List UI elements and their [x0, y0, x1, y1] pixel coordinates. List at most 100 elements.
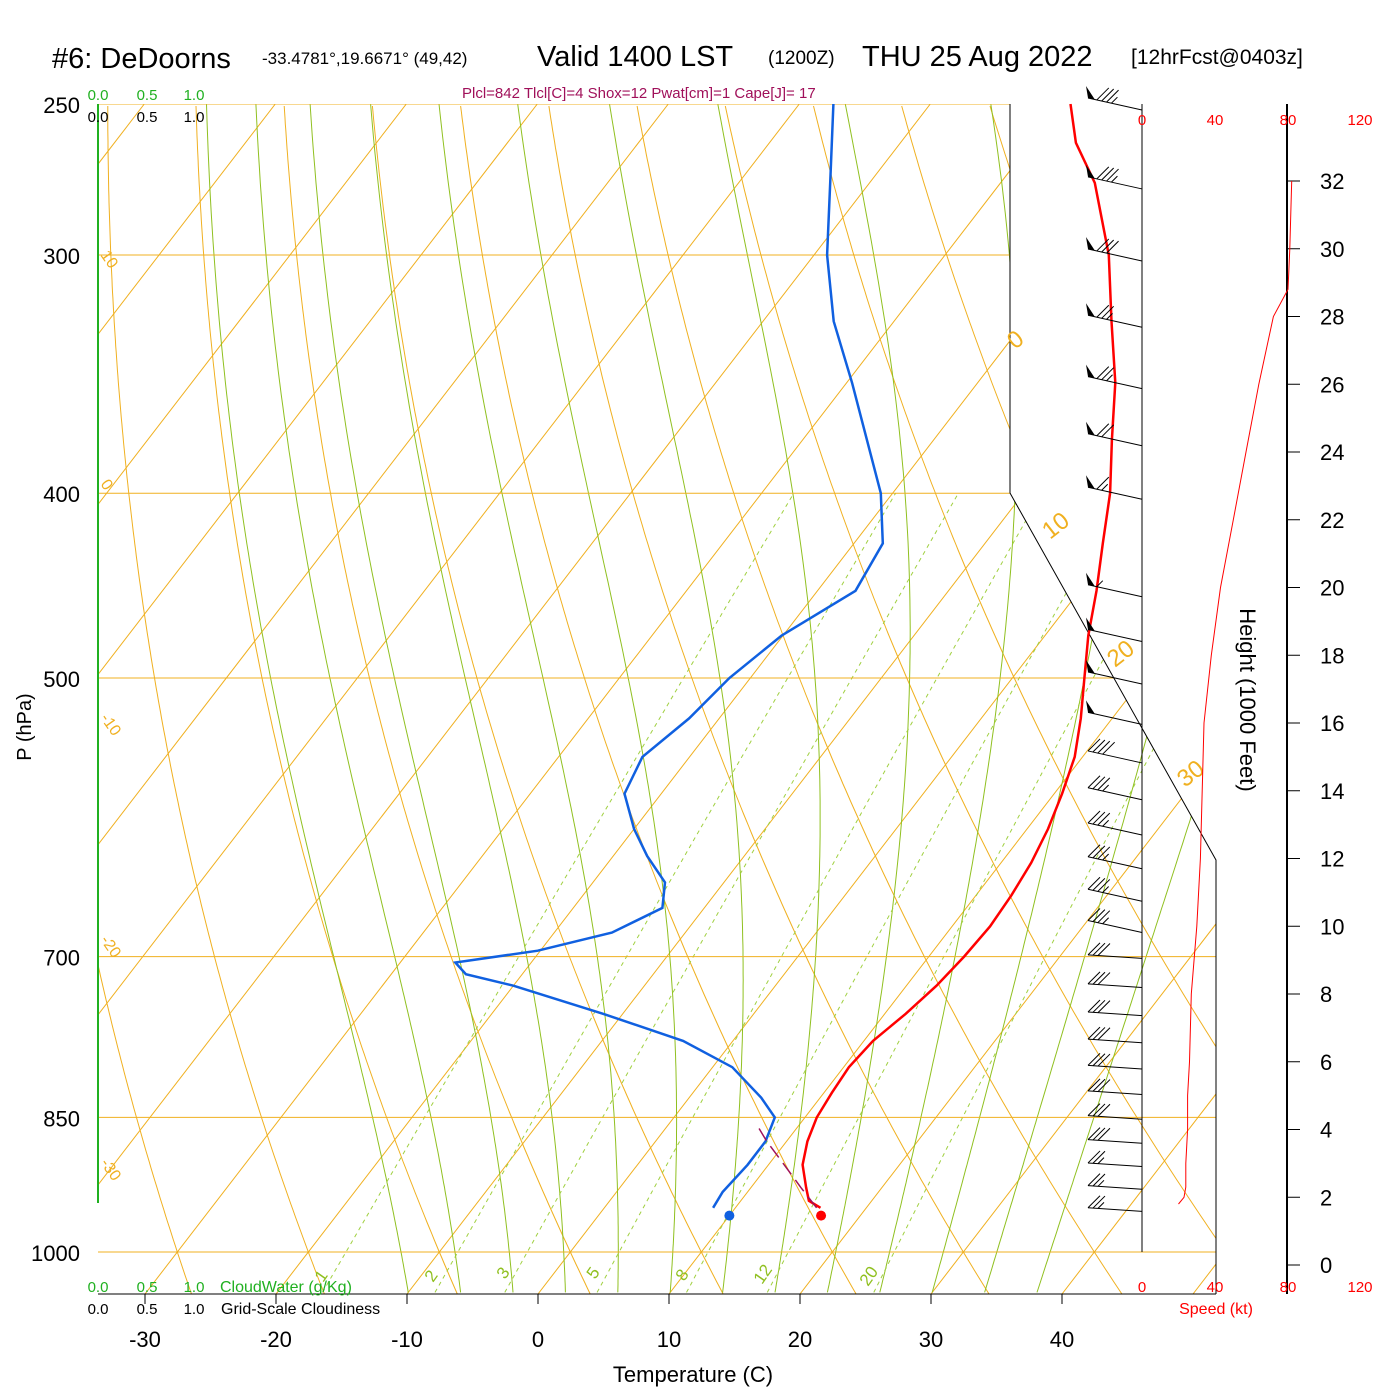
wind-barb-staff	[1087, 856, 1143, 870]
height-tick-label: 8	[1320, 982, 1332, 1007]
wind-barb	[1087, 775, 1143, 801]
dry-adiabat	[636, 105, 1123, 1294]
wind-barb-flag	[1092, 877, 1106, 891]
wind-barb-flag	[1101, 167, 1115, 181]
plot-right-border	[1009, 104, 1217, 1294]
wind-barb-half-flag	[1111, 96, 1118, 104]
mixing-ratio-line	[686, 492, 1122, 1293]
mixing-ratio-label: 2	[421, 1267, 442, 1286]
wind-barb-staff	[1087, 822, 1143, 836]
wind-barb	[1086, 86, 1143, 111]
mixing-ratio-line	[434, 492, 897, 1293]
wind-barb	[1087, 1150, 1143, 1168]
wind-barb-pennant	[1086, 421, 1095, 436]
isotherm-label: 30	[1172, 755, 1210, 793]
wind-barb-flag	[1097, 1079, 1111, 1092]
wind-barb-half-flag	[1111, 175, 1118, 183]
speed-axis-label: Speed (kt)	[1179, 1301, 1253, 1318]
sounding-indices: Plcl=842 Tlcl[C]=4 Shox=12 Pwat[cm]=1 Ca…	[462, 85, 816, 102]
wind-barb-flag	[1087, 1078, 1101, 1092]
wind-barb	[1087, 1127, 1143, 1144]
wind-barb-staff	[1087, 954, 1143, 959]
wind-barb-pennant	[1086, 364, 1095, 379]
isotherm	[144, 104, 1062, 1294]
wind-barb	[1087, 1026, 1143, 1044]
wind-barb-flag	[1097, 740, 1111, 754]
moist-adiabat	[517, 104, 678, 1293]
wind-barb-flag	[1097, 1027, 1111, 1041]
wind-barb-flag	[1087, 908, 1101, 921]
cloud-water-tick-top: 0.5	[137, 87, 158, 104]
wind-barb-flag	[1097, 1103, 1111, 1117]
moist-adiabat	[717, 104, 821, 1293]
wind-barb-flag	[1106, 168, 1119, 182]
wind-barb-flag	[1087, 999, 1101, 1013]
valid-time: Valid 1400 LST	[537, 41, 733, 73]
cloudiness-tick-bottom: 0.5	[137, 1301, 158, 1318]
wind-barb-staff	[1087, 1185, 1143, 1190]
wind-barb	[1087, 942, 1143, 959]
speed-tick-bottom: 80	[1280, 1279, 1297, 1296]
wind-barb-flag	[1092, 1150, 1106, 1164]
isotherm	[98, 104, 407, 1294]
wind-barb	[1086, 421, 1143, 447]
wind-barb-flag	[1087, 844, 1101, 858]
height-tick-label: 18	[1320, 643, 1344, 668]
x-tick-label: -10	[391, 1327, 423, 1352]
pressure-tick-label: 700	[43, 946, 80, 971]
x-axis-label: Temperature (C)	[613, 1362, 773, 1387]
height-tick-label: 6	[1320, 1050, 1332, 1075]
dry-adiabat	[724, 105, 1216, 1294]
wind-barb-pennant	[1086, 700, 1095, 714]
wind-barb-flag	[1087, 1127, 1101, 1140]
wind-barb	[1086, 617, 1143, 643]
wind-barb-flag	[1087, 1150, 1101, 1164]
wind-barb-flag	[1087, 1173, 1101, 1186]
wind-barb-half-flag	[1102, 853, 1109, 861]
pressure-tick-label: 500	[43, 667, 80, 692]
wind-barb-staff	[1087, 920, 1143, 934]
dry-adiabat	[460, 105, 857, 1294]
moist-adiabat	[255, 104, 462, 1293]
mixing-ratio-line	[873, 492, 1216, 1293]
isotherm	[98, 104, 669, 1294]
wind-barb-half-flag	[1102, 886, 1109, 893]
wind-barb-flag	[1097, 910, 1111, 924]
wind-barb-flag	[1101, 239, 1115, 253]
wind-barb-flag	[1092, 1078, 1106, 1092]
wind-barb-half-flag	[1102, 917, 1109, 925]
isotherm	[1192, 104, 1216, 1294]
cloudiness-tick-top: 0.0	[88, 109, 109, 126]
height-tick-label: 26	[1320, 372, 1344, 397]
wind-barb	[1086, 572, 1143, 598]
moist-adiabat	[1036, 104, 1216, 1293]
wind-barb-flag	[1097, 879, 1111, 892]
dry-adiabat	[901, 105, 1216, 1294]
wind-speed-profile	[1178, 180, 1293, 1205]
wind-barb-flag	[1102, 741, 1115, 755]
pressure-tick-label: 850	[43, 1106, 80, 1131]
sounding-lines	[452, 103, 1117, 1221]
cloud-water-tick-bottom: 1.0	[184, 1279, 205, 1296]
x-tick-label: 30	[919, 1327, 943, 1352]
temperature-line	[801, 103, 1117, 1209]
moist-adiabat	[370, 104, 566, 1293]
wind-barb	[1087, 971, 1143, 988]
isotherm	[1061, 104, 1216, 1294]
wind-barb-flag	[1087, 876, 1101, 890]
wind-barb-flag	[1092, 1173, 1106, 1187]
isotherm-label: -10	[97, 711, 124, 740]
wind-barb	[1087, 876, 1143, 902]
wind-barb-flag	[1097, 812, 1111, 826]
dry-adiabat	[548, 105, 990, 1294]
utc-time: (1200Z)	[768, 48, 835, 69]
isotherm	[668, 104, 1216, 1294]
speed-tick-top: 120	[1347, 112, 1372, 129]
mixing-ratio-label: 20	[856, 1263, 882, 1289]
wind-barb-half-flag	[1102, 819, 1109, 827]
wind-barb-flag	[1092, 1127, 1106, 1141]
wind-barb	[1087, 810, 1143, 836]
height-tick-label: 22	[1320, 508, 1344, 533]
wind-barb-half-flag	[1102, 784, 1109, 792]
